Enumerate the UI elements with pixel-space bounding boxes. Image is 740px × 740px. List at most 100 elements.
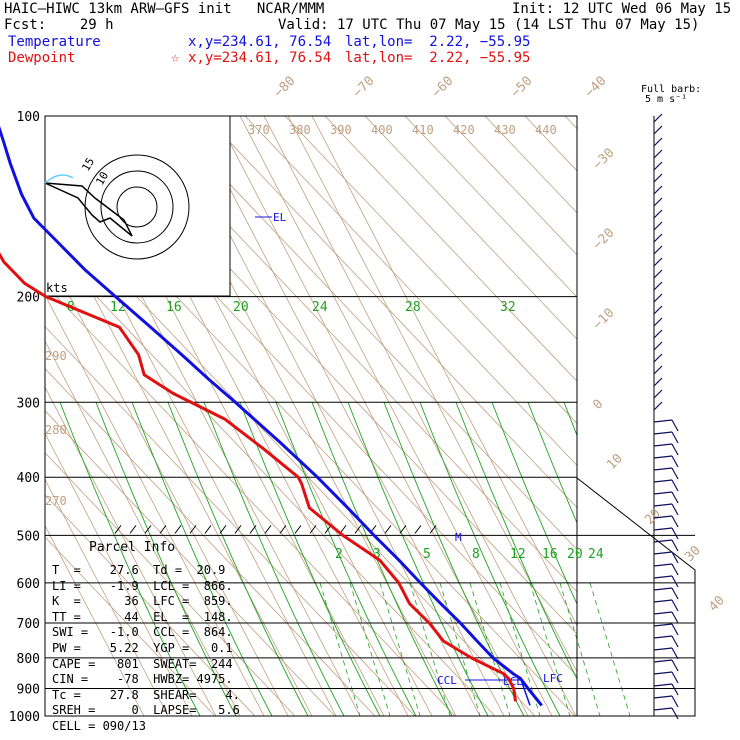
pressure-tick-label: 800 (17, 652, 40, 667)
moist-adiabat-line (419, 402, 561, 716)
wind-barb (653, 245, 663, 255)
theta-label: 440 (535, 123, 557, 137)
wind-barb-feather (671, 443, 679, 456)
pressure-tick-label: 900 (17, 683, 40, 698)
wind-barb-feather (671, 707, 679, 720)
parcel-info-row: LI = -1.9 LCL = 866. (52, 578, 233, 593)
forecast-hour: Fcst: 29 h (4, 17, 114, 33)
wind-barb (653, 377, 663, 387)
mixing-ratio-label: 32 (500, 300, 516, 315)
moist-adiabat-line (203, 402, 345, 716)
legend-dewpoint-label: Dewpoint (8, 50, 76, 66)
wind-barb (653, 503, 673, 507)
barb-key-line1: Full barb: (641, 84, 702, 95)
parcel-info-row: K = 36 LFC = 859. (52, 594, 233, 609)
dry-adiabat-line (45, 325, 416, 716)
hodograph-trace-upper (44, 174, 74, 184)
wind-barb (653, 329, 663, 339)
isotherm-line (287, 116, 577, 673)
wind-barb (653, 137, 663, 147)
wind-barb (653, 527, 673, 531)
pressure-tick-label: 700 (17, 617, 40, 632)
wind-barb (653, 233, 663, 243)
dry-adiabat-line (284, 116, 577, 424)
mixing-ratio-label: 16 (542, 547, 558, 562)
parcel-info-title: Parcel Info (89, 540, 176, 555)
wind-barb (653, 647, 673, 651)
freezing-tick (249, 525, 257, 534)
freezing-tick (174, 525, 182, 534)
mixing-ratio-label: 8 (472, 547, 480, 562)
wind-barb (653, 515, 673, 519)
wind-barb (653, 113, 663, 123)
model-title: HAIC–HIWC 13km ARW–GFS init NCAR/MMM (4, 1, 324, 17)
wind-barb-feather (671, 647, 679, 660)
sounding-series (0, 125, 543, 707)
mixing-ratio-label: 2 (335, 547, 343, 562)
theta-label: 400 (371, 123, 393, 137)
parcel-info-row: CAPE = 801 SWEAT= 244 (52, 656, 233, 671)
wind-barb-feather (671, 551, 679, 564)
dewpoint-profile (0, 252, 517, 702)
mixing-ratio-lines (59, 402, 631, 717)
wind-barb-feather (671, 671, 679, 684)
dry-adiabat-line (204, 116, 577, 509)
theta-label: 390 (330, 123, 352, 137)
moist-adiabat-line (491, 402, 577, 606)
wind-barb (653, 539, 673, 543)
barb-key-line2: 5 m s⁻¹ (645, 94, 688, 105)
isotherm-line (311, 116, 577, 627)
pressure-tick-label: 300 (17, 396, 40, 411)
wind-barb (653, 305, 663, 315)
wind-barb-feather (671, 467, 679, 480)
freezing-tick (189, 525, 197, 534)
isotherm-line (45, 432, 193, 716)
wind-barb (653, 365, 663, 375)
mixing-ratio-label: 12 (510, 547, 526, 562)
freezing-tick (144, 525, 152, 534)
wind-barb-feather (671, 635, 679, 648)
theta-label: 370 (248, 123, 270, 137)
wind-barb (653, 551, 673, 555)
wind-barb-feather (671, 539, 679, 552)
parcel-info-row: CELL = 090/13 (52, 719, 146, 733)
dry-adiabat-line (364, 116, 577, 340)
wind-barb-feather (671, 431, 679, 444)
freezing-tick (129, 525, 137, 534)
moist-adiabat-line (527, 402, 577, 525)
wind-barb (653, 455, 673, 459)
level-annotation: M (455, 531, 462, 544)
pressure-tick-label: 500 (17, 529, 40, 544)
wind-barb (653, 419, 673, 423)
dry-adiabat-line (324, 116, 577, 382)
isotherm-line (45, 293, 265, 716)
moist-adiabat-line (455, 402, 577, 680)
wind-barb-feather (671, 683, 679, 696)
pressure-tick-label: 400 (17, 471, 40, 486)
dry-adiabat-line (404, 116, 577, 298)
wind-barb (653, 209, 663, 219)
pressure-tick-label: 600 (17, 577, 40, 592)
parcel-info-row: CIN = -78 HWBZ= 4975. (52, 672, 233, 687)
wind-barb-feather (671, 419, 679, 432)
theta-label: 430 (494, 123, 516, 137)
moist-adiabat-line (167, 402, 309, 716)
parcel-info-row: PW = 5.22 YGP = 0.1 (52, 641, 233, 655)
pressure-tick-label: 200 (17, 291, 40, 306)
pressure-tick-label: 1000 (9, 710, 40, 725)
wind-barb (653, 563, 673, 567)
legend-temperature-latlon: lat,lon= 2.22, −55.95 (345, 34, 531, 50)
wind-barb-feather (671, 611, 679, 624)
model-name: HAIC–HIWC 13km ARW–GFS init (4, 1, 232, 17)
hodograph-box (44, 115, 231, 297)
freezing-tick (204, 525, 212, 534)
wind-barb-feather (671, 527, 679, 540)
theta-label: 420 (453, 123, 475, 137)
moist-adiabat-line (95, 402, 237, 716)
wind-barb (653, 389, 663, 399)
freezing-tick (114, 525, 122, 534)
freezing-tick (279, 525, 287, 534)
legend-temperature-label: Temperature (8, 34, 101, 50)
parcel-info-row: T = 27.6 Td = 20.9 (52, 563, 226, 577)
theta-label: 380 (289, 123, 311, 137)
